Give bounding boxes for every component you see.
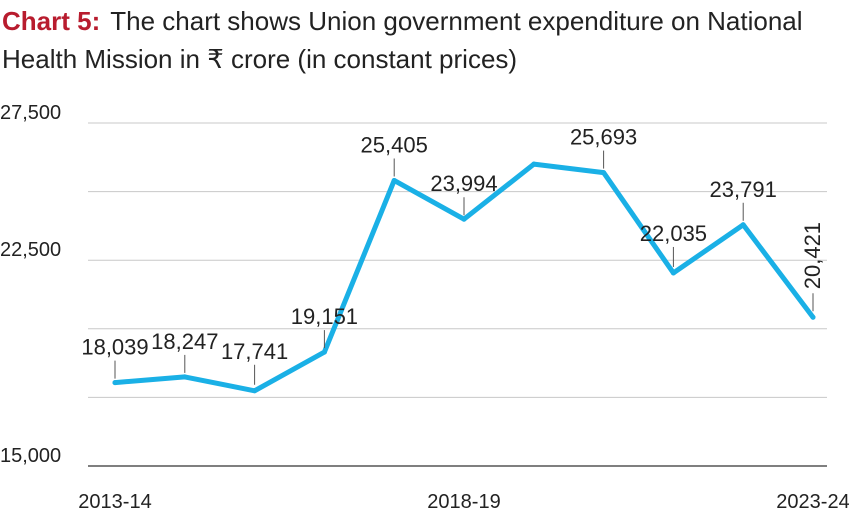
data-label: 19,151 [291,304,358,329]
data-label: 18,247 [151,329,218,354]
y-tick-label: 27,500 [0,102,61,124]
data-point [601,170,607,176]
data-point [531,161,537,167]
x-tick-label: 2013-14 [78,491,151,513]
x-tick-label: 2023-24 [776,491,849,513]
data-point [740,222,746,228]
data-point [391,177,397,183]
data-label: 22,035 [640,221,707,246]
data-label: 20,421 [800,222,825,289]
chart-title-text: The chart shows Union government expendi… [2,6,803,74]
data-label: 23,994 [430,171,497,196]
data-point [461,216,467,222]
data-point [810,314,816,320]
data-label: 23,791 [710,177,777,202]
data-point [182,374,188,380]
data-point [670,270,676,276]
x-tick-label: 2018-19 [427,491,500,513]
data-point [252,388,258,394]
data-label: 25,693 [570,125,637,150]
chart-title: Chart 5: The chart shows Union government… [2,2,847,78]
data-point [112,380,118,386]
y-tick-label: 15,000 [0,445,61,467]
data-label: 25,405 [361,132,428,157]
chart-number-label: Chart 5: [2,6,101,36]
data-point [321,349,327,355]
data-label: 18,039 [81,335,148,360]
y-tick-label: 22,500 [0,239,61,261]
data-label: 17,741 [221,339,288,364]
